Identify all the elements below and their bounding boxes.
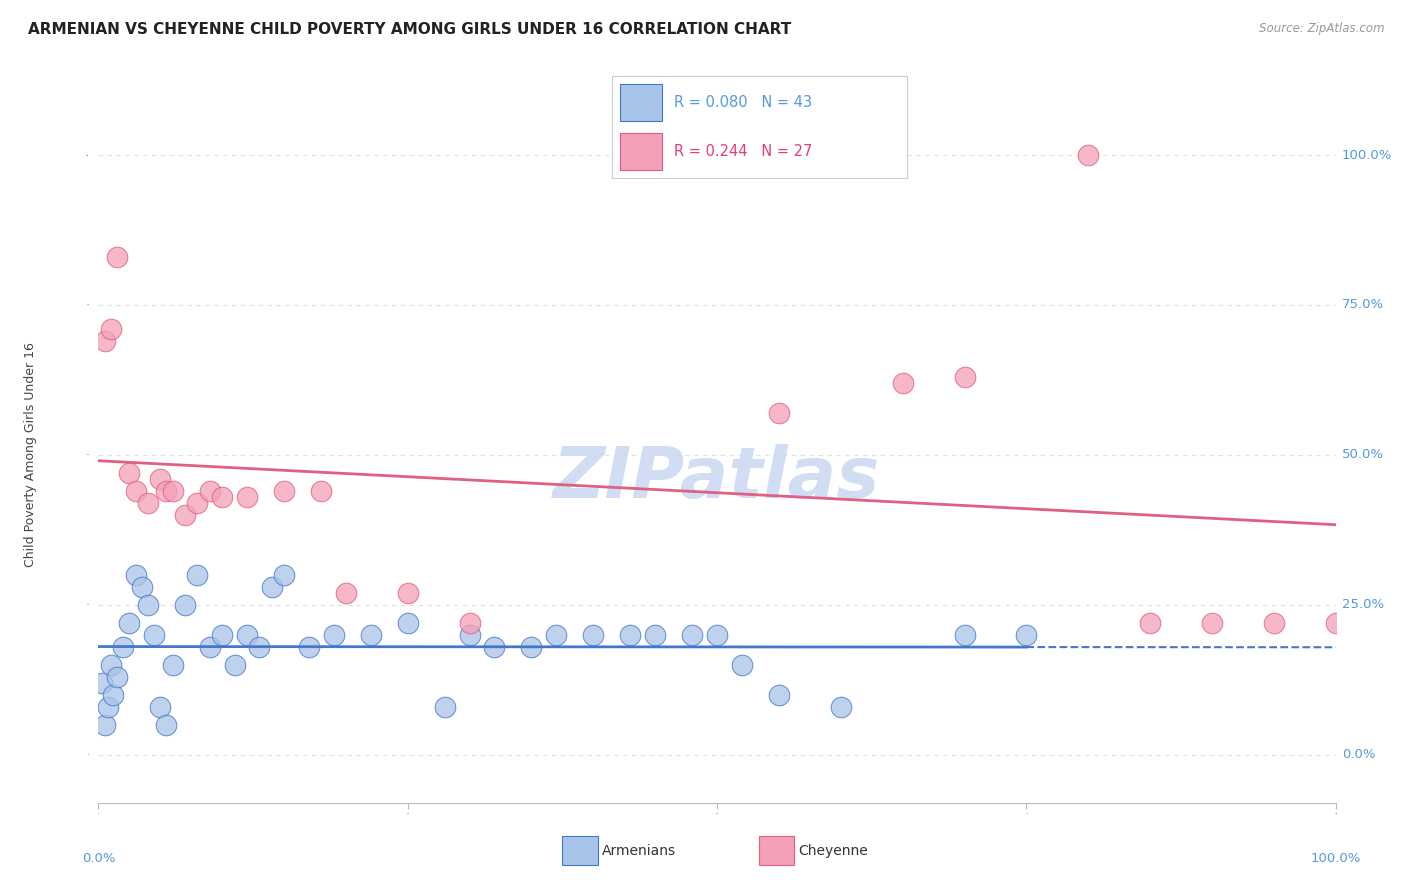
Point bbox=[149, 699, 172, 714]
Text: Cheyenne: Cheyenne bbox=[799, 844, 869, 858]
Text: Armenians: Armenians bbox=[602, 844, 676, 858]
Point bbox=[1015, 628, 1038, 642]
Point bbox=[93, 718, 115, 732]
Point bbox=[100, 322, 122, 336]
Point bbox=[1201, 615, 1223, 630]
Text: ZIPatlas: ZIPatlas bbox=[554, 444, 880, 514]
Point bbox=[273, 567, 295, 582]
Point bbox=[93, 334, 115, 348]
Text: 25.0%: 25.0% bbox=[1341, 599, 1384, 611]
Point bbox=[112, 640, 135, 654]
Point bbox=[396, 615, 419, 630]
Point bbox=[186, 567, 208, 582]
Point bbox=[155, 718, 177, 732]
Point bbox=[484, 640, 506, 654]
Point bbox=[396, 586, 419, 600]
Text: 0.0%: 0.0% bbox=[82, 852, 115, 864]
Point bbox=[1139, 615, 1161, 630]
Text: Child Poverty Among Girls Under 16: Child Poverty Among Girls Under 16 bbox=[24, 343, 37, 567]
Point bbox=[891, 376, 914, 390]
Point bbox=[322, 628, 344, 642]
Point bbox=[105, 250, 128, 264]
Point bbox=[236, 490, 259, 504]
Point bbox=[149, 472, 172, 486]
Point bbox=[211, 490, 233, 504]
Point bbox=[1077, 148, 1099, 162]
Point bbox=[143, 628, 166, 642]
Point bbox=[309, 483, 332, 498]
Point bbox=[582, 628, 605, 642]
Text: 100.0%: 100.0% bbox=[1341, 149, 1392, 161]
Point bbox=[162, 483, 184, 498]
Point bbox=[1263, 615, 1285, 630]
Point bbox=[830, 699, 852, 714]
Point bbox=[118, 466, 141, 480]
Point bbox=[186, 496, 208, 510]
Point bbox=[198, 483, 221, 498]
Point bbox=[174, 598, 197, 612]
Point bbox=[731, 657, 754, 672]
Point bbox=[124, 483, 146, 498]
Point bbox=[247, 640, 270, 654]
Point bbox=[91, 676, 114, 690]
Point bbox=[433, 699, 456, 714]
Point bbox=[136, 598, 159, 612]
Point bbox=[211, 628, 233, 642]
Point bbox=[953, 370, 976, 384]
Point bbox=[162, 657, 184, 672]
Point bbox=[298, 640, 321, 654]
Bar bbox=[620, 84, 662, 121]
Point bbox=[105, 670, 128, 684]
Point bbox=[360, 628, 382, 642]
Point bbox=[136, 496, 159, 510]
Point bbox=[236, 628, 259, 642]
Text: R = 0.080   N = 43: R = 0.080 N = 43 bbox=[673, 95, 811, 110]
Point bbox=[131, 580, 153, 594]
Point bbox=[103, 688, 125, 702]
Point bbox=[768, 688, 790, 702]
Text: Source: ZipAtlas.com: Source: ZipAtlas.com bbox=[1260, 22, 1385, 36]
Point bbox=[768, 406, 790, 420]
Point bbox=[546, 628, 568, 642]
Point bbox=[198, 640, 221, 654]
Point bbox=[335, 586, 357, 600]
Text: 75.0%: 75.0% bbox=[1341, 299, 1384, 311]
Point bbox=[100, 657, 122, 672]
Point bbox=[619, 628, 641, 642]
Point bbox=[953, 628, 976, 642]
Bar bbox=[620, 133, 662, 170]
Point bbox=[97, 699, 120, 714]
Point bbox=[155, 483, 177, 498]
Point bbox=[706, 628, 728, 642]
Point bbox=[644, 628, 666, 642]
Text: R = 0.244   N = 27: R = 0.244 N = 27 bbox=[673, 145, 813, 160]
Text: 0.0%: 0.0% bbox=[1341, 748, 1375, 761]
Point bbox=[118, 615, 141, 630]
Text: 100.0%: 100.0% bbox=[1310, 852, 1361, 864]
Point bbox=[224, 657, 246, 672]
Point bbox=[273, 483, 295, 498]
Point bbox=[520, 640, 543, 654]
Point bbox=[1324, 615, 1347, 630]
Text: ARMENIAN VS CHEYENNE CHILD POVERTY AMONG GIRLS UNDER 16 CORRELATION CHART: ARMENIAN VS CHEYENNE CHILD POVERTY AMONG… bbox=[28, 22, 792, 37]
Point bbox=[260, 580, 283, 594]
Point bbox=[681, 628, 703, 642]
Point bbox=[458, 628, 481, 642]
Point bbox=[124, 567, 146, 582]
Text: 50.0%: 50.0% bbox=[1341, 449, 1384, 461]
Point bbox=[458, 615, 481, 630]
Point bbox=[174, 508, 197, 522]
